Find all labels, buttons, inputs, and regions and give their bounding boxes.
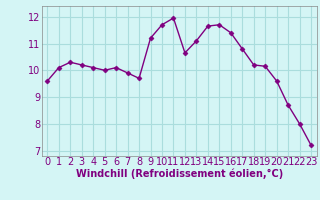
X-axis label: Windchill (Refroidissement éolien,°C): Windchill (Refroidissement éolien,°C) xyxy=(76,169,283,179)
